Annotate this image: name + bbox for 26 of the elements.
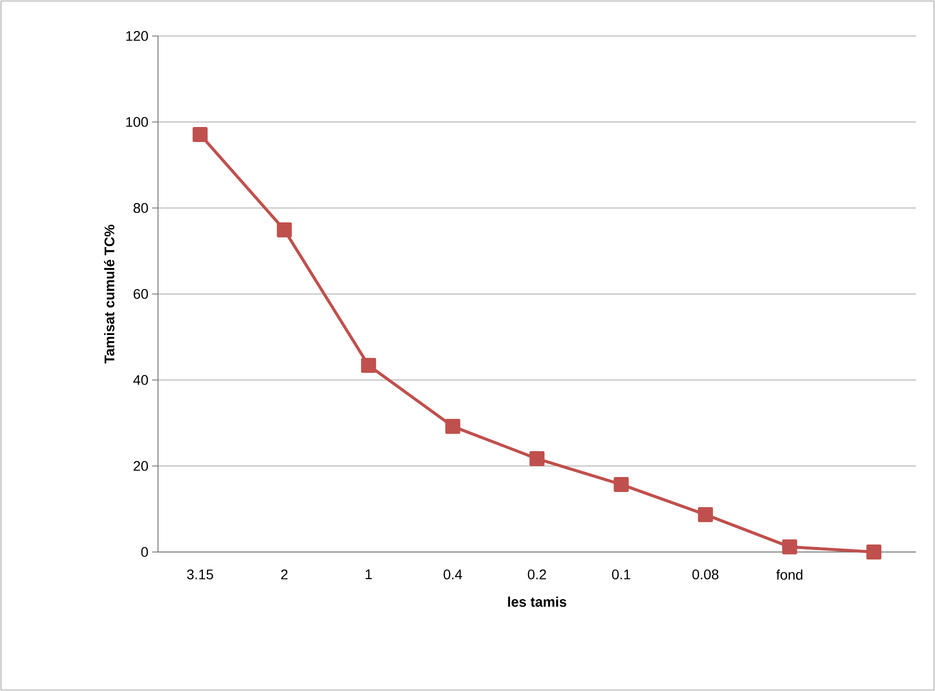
point xyxy=(614,476,629,492)
x-tick-label: 0.1 xyxy=(612,569,630,580)
y-tick-label: 40 xyxy=(133,375,148,385)
x-tick-label: 2 xyxy=(281,569,288,580)
y-axis-title: Tamisat cumulé TC% xyxy=(104,224,114,364)
x-tick-label: 3.15 xyxy=(187,569,214,580)
x-tick-label: 0.08 xyxy=(692,569,718,580)
x-tick-label: fond xyxy=(776,570,802,580)
x-tick-label: 1 xyxy=(366,570,372,580)
y-tick-label: 20 xyxy=(134,461,148,471)
point xyxy=(698,507,713,522)
y-tick-label: 100 xyxy=(126,117,148,127)
x-tick-label: 0.4 xyxy=(444,569,462,580)
y-tick-label: 120 xyxy=(126,31,148,41)
point xyxy=(192,126,208,142)
y-tick-label: 60 xyxy=(134,289,148,299)
y-tick-label: 0 xyxy=(141,547,148,557)
y-tick-label: 80 xyxy=(134,203,148,213)
x-axis-title: les tamis xyxy=(508,596,566,607)
point xyxy=(530,451,545,466)
point xyxy=(276,222,292,238)
point xyxy=(445,418,460,434)
point xyxy=(866,544,882,560)
x-tick-label: 0.2 xyxy=(528,569,546,580)
point xyxy=(361,358,376,373)
point xyxy=(782,539,798,554)
